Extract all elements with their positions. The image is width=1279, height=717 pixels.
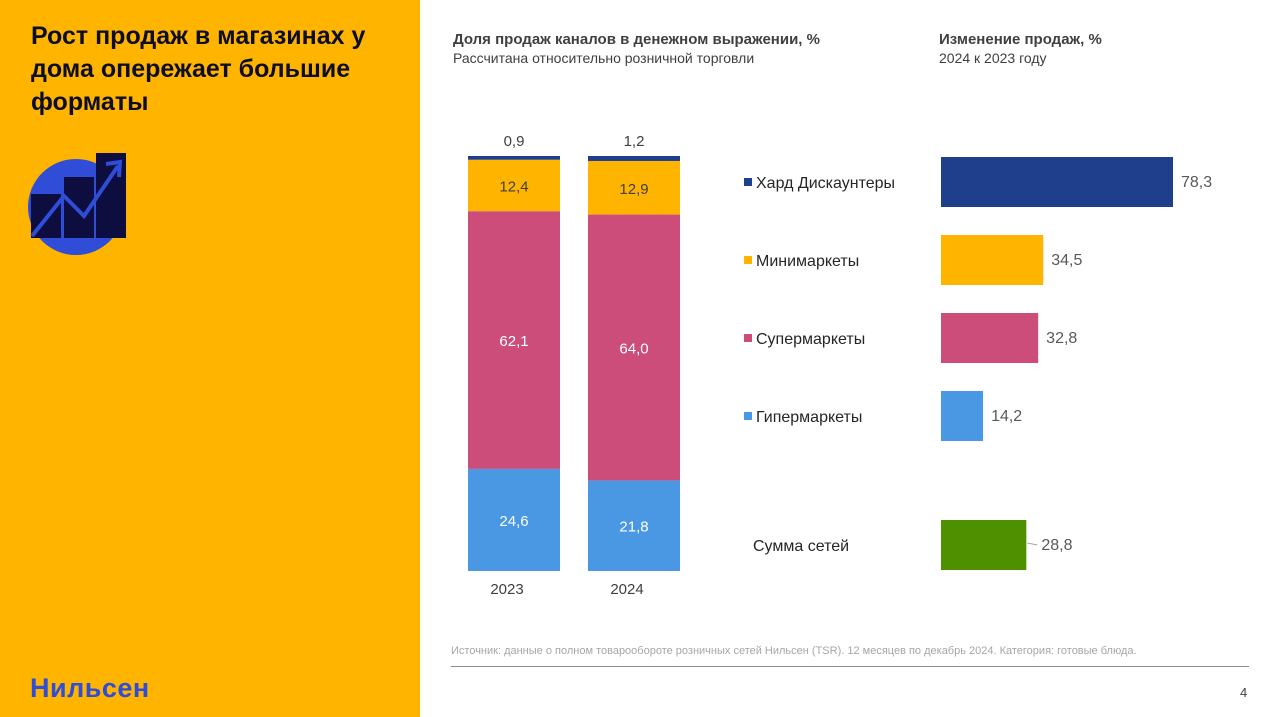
value-leader-line-4 — [1027, 542, 1038, 546]
stacked-bar-2023-series-2 — [468, 159, 560, 212]
value-label-0: 78,3 — [1181, 174, 1212, 191]
category-label-0: Хард Дискаунтеры — [756, 175, 895, 192]
source-note: Источник: данные о полном товарообороте … — [451, 645, 1137, 657]
stacked-bar-2024-series-1 — [588, 214, 680, 481]
data-label-2023-series-0: 24,6 — [499, 513, 528, 530]
legend-marker-3 — [744, 412, 752, 420]
stacked-bar-2024-series-3 — [588, 156, 680, 161]
category-label-2: Супермаркеты — [756, 331, 865, 348]
category-label-1: Минимаркеты — [756, 253, 859, 270]
value-label-3: 14,2 — [991, 408, 1022, 425]
change-bar-1 — [941, 235, 1044, 285]
change-bar-2 — [941, 313, 1039, 363]
data-label-2024-series-2: 12,9 — [619, 181, 648, 198]
title-panel: Рост продаж в магазинах у дома опережает… — [0, 0, 420, 717]
category-label-3: Гипермаркеты — [756, 409, 862, 426]
share-chart-title: Доля продаж каналов в денежном выражении… — [453, 31, 820, 48]
growth-chart-icon — [28, 153, 126, 255]
data-label-2023-series-2: 12,4 — [499, 178, 528, 195]
data-label-2023-series-3: 0,9 — [504, 133, 525, 150]
data-label-2024-series-3: 1,2 — [624, 133, 645, 150]
data-label-2024-series-1: 64,0 — [619, 341, 648, 358]
value-label-4: 28,8 — [1041, 537, 1072, 554]
value-label-2: 32,8 — [1046, 330, 1077, 347]
legend-marker-1 — [744, 256, 752, 264]
change-chart-subtitle: 2024 к 2023 году — [939, 50, 1047, 66]
change-chart-title: Изменение продаж, % — [939, 31, 1102, 48]
stacked-bar-2024-series-2 — [588, 160, 680, 215]
brand-logo: Нильсен — [30, 673, 150, 703]
x-tick-label-2024: 2024 — [610, 581, 643, 598]
data-label-2023-series-1: 62,1 — [499, 333, 528, 350]
value-label-1: 34,5 — [1051, 252, 1082, 269]
change-bar-4 — [941, 520, 1027, 570]
change-bar-0 — [941, 157, 1173, 207]
footer-divider — [451, 666, 1249, 667]
category-label-4: Сумма сетей — [753, 538, 849, 555]
legend-marker-2 — [744, 334, 752, 342]
slide-title: Рост продаж в магазинах у дома опережает… — [31, 22, 366, 116]
x-tick-label-2023: 2023 — [490, 581, 523, 598]
page-number: 4 — [1240, 685, 1248, 700]
legend-marker-0 — [744, 178, 752, 186]
share-chart-subtitle: Рассчитана относительно розничной торгов… — [453, 50, 755, 66]
stacked-bar-2023-series-0 — [468, 468, 560, 571]
stacked-bar-2024-series-0 — [588, 480, 680, 571]
data-label-2024-series-0: 21,8 — [619, 519, 648, 536]
stacked-bar-2023-series-1 — [468, 211, 560, 469]
stacked-bar-2023-series-3 — [468, 156, 560, 160]
change-bar-3 — [941, 391, 984, 441]
